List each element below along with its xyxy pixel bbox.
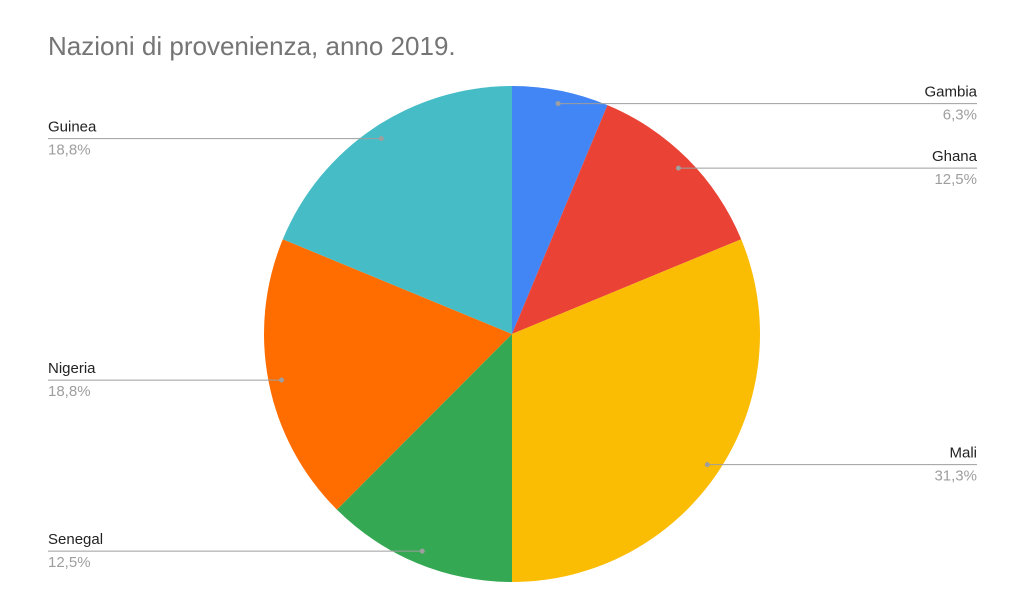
leader-dot: [555, 101, 561, 107]
chart-title: Nazioni di provenienza, anno 2019.: [48, 31, 456, 61]
leader-dot: [704, 462, 710, 468]
slice-label: Nigeria: [48, 360, 96, 377]
slice-label: Senegal: [48, 531, 103, 548]
leader-dot: [378, 136, 384, 142]
slice-label: Gambia: [924, 84, 977, 101]
slice-value-label: 6,3%: [943, 107, 977, 124]
slice-label: Ghana: [932, 148, 978, 165]
slice-value-label: 18,8%: [48, 142, 91, 159]
slice-label: Guinea: [48, 119, 97, 136]
pie-slice: [512, 239, 760, 583]
slice-value-label: 31,3%: [934, 468, 977, 485]
leader-dot: [419, 548, 425, 554]
pie-slice: [512, 86, 608, 334]
pie-slice: [512, 105, 742, 334]
pie-slice: [282, 85, 512, 334]
slice-value-label: 18,8%: [48, 383, 91, 400]
pie-slice: [264, 239, 512, 510]
slice-value-label: 12,5%: [48, 554, 91, 571]
slice-value-label: 12,5%: [934, 171, 977, 188]
leader-dot: [279, 377, 285, 383]
pie-slice: [336, 334, 512, 582]
leader-dot: [675, 165, 681, 171]
slice-label: Mali: [949, 445, 977, 462]
